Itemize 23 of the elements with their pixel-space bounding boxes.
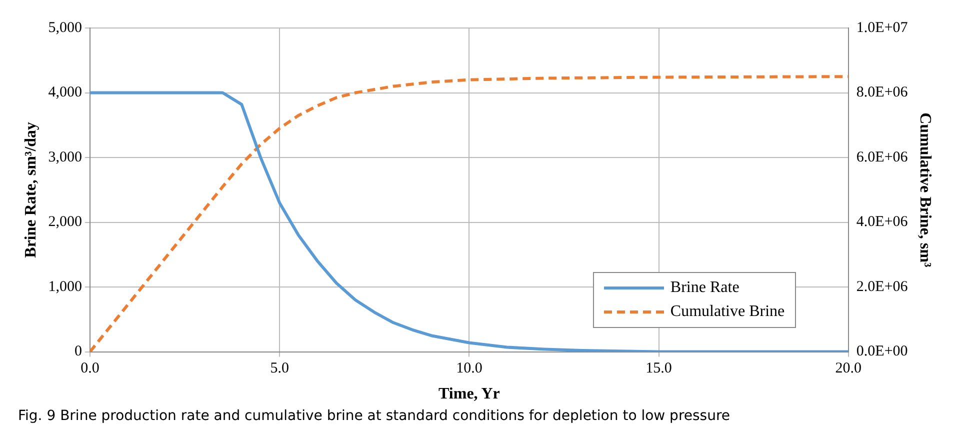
- x-tick-label: 5.0: [270, 360, 289, 377]
- caption: Fig. 9 Brine production rate and cumulative brine at standard conditions for depletion to low pressure: [18, 408, 732, 424]
- y2-tick-label: 6.0E+06: [856, 149, 908, 166]
- y-tick-label: 1,000: [48, 278, 82, 295]
- y-tick-label: 2,000: [48, 214, 82, 230]
- y-tick-label: 4,000: [48, 84, 82, 101]
- x-tick-label: 10.0: [456, 360, 482, 377]
- y2-tick-label: 2.0E+06: [856, 278, 908, 295]
- y-tick-label: 0: [74, 344, 82, 360]
- y-tick-label: 5,000: [48, 20, 82, 36]
- y2-tick-label: 8.0E+06: [856, 84, 908, 101]
- legend-label: Cumulative Brine: [670, 302, 785, 321]
- x-tick-label: 15.0: [646, 360, 672, 377]
- legend-label: Brine Rate: [670, 278, 740, 297]
- y-axis-title: Brine Rate, sm³/day: [22, 122, 40, 258]
- y-tick-label: 3,000: [48, 149, 82, 166]
- x-tick-label: 0.0: [80, 360, 100, 377]
- y2-axis-title: Cumulative Brine, sm³: [916, 112, 934, 268]
- y2-tick-label: 0.0E+00: [856, 344, 908, 360]
- y2-tick-label: 1.0E+07: [856, 20, 908, 36]
- x-tick-label: 20.0: [835, 360, 862, 377]
- x-axis-title: Time, Yr: [438, 386, 500, 403]
- y2-tick-label: 4.0E+06: [856, 214, 908, 230]
